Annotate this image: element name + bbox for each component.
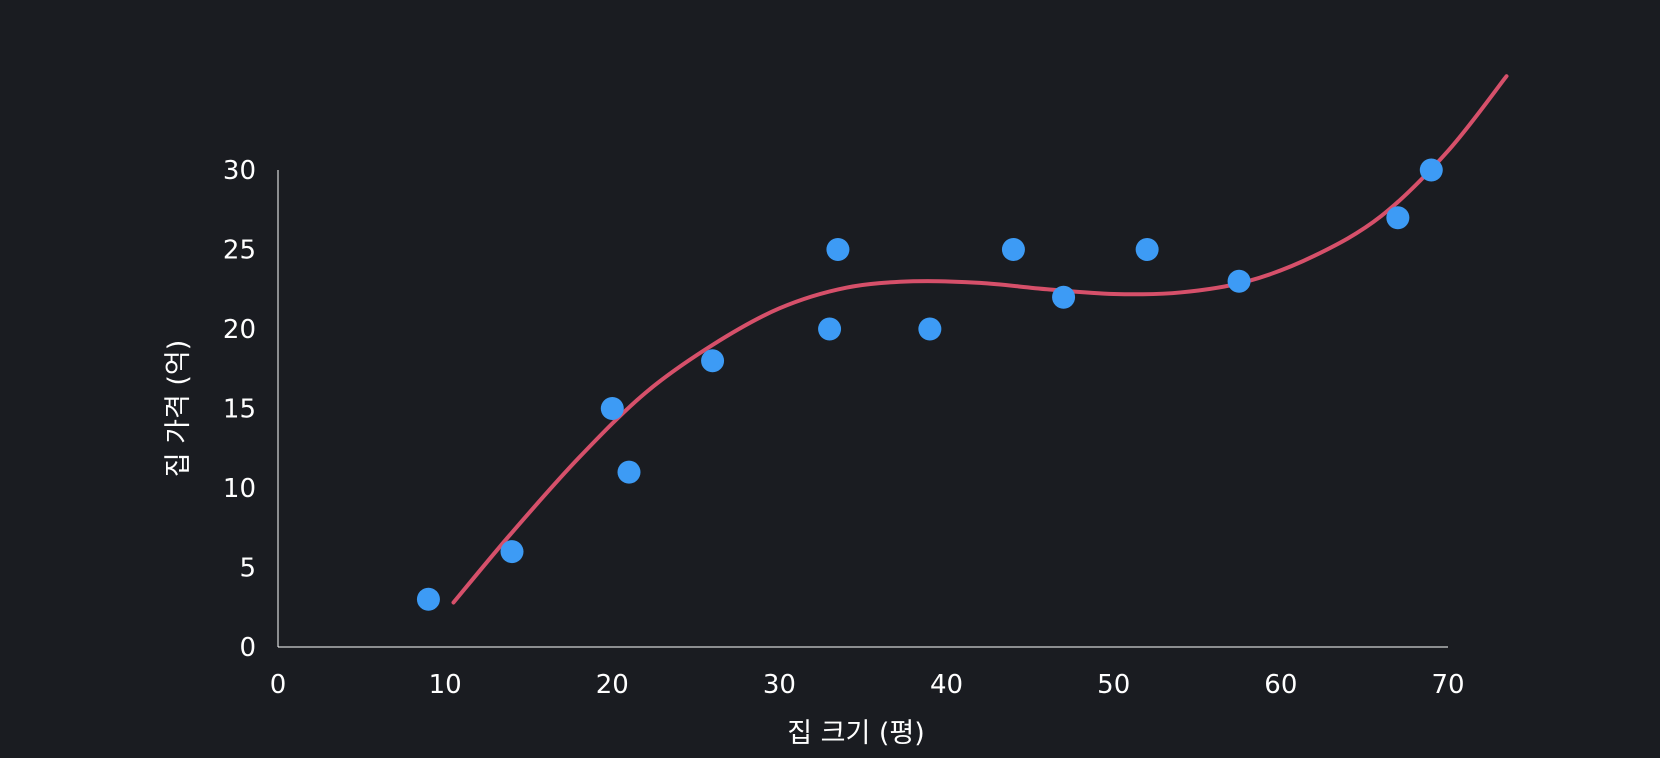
data-point: [1227, 269, 1251, 293]
data-point: [701, 349, 725, 373]
tick-labels: 0 10 20 30 40 50 60 70 0 5 10 15 20 25 30: [223, 156, 1465, 700]
x-tick-label: 0: [270, 670, 287, 700]
data-point: [1419, 158, 1443, 182]
y-tick-label: 5: [239, 554, 256, 584]
y-tick-label: 10: [223, 474, 256, 504]
y-tick-label: 25: [223, 236, 256, 266]
data-point: [1001, 238, 1025, 261]
fit-curve-layer: [451, 74, 1509, 605]
y-tick-label: 0: [239, 633, 256, 663]
axes: [277, 170, 1448, 648]
data-point: [1052, 285, 1076, 309]
fit-curve-line: [451, 74, 1509, 605]
x-tick-label: 40: [930, 670, 963, 700]
x-tick-label: 70: [1431, 670, 1464, 700]
x-tick-label: 20: [596, 670, 629, 700]
x-tick-label: 60: [1264, 670, 1297, 700]
data-point: [826, 238, 850, 261]
data-point: [600, 397, 624, 420]
data-point: [1135, 238, 1159, 261]
data-point: [1386, 206, 1410, 230]
x-tick-label: 50: [1097, 670, 1130, 700]
y-axis-title: 집 가격 (억): [163, 340, 194, 478]
y-tick-label: 30: [223, 156, 256, 186]
data-point: [416, 587, 440, 611]
y-tick-label: 15: [223, 395, 256, 425]
data-point: [918, 317, 942, 341]
y-tick-label: 20: [223, 315, 256, 345]
x-axis-title: 집 크기 (평): [787, 718, 925, 749]
x-tick-label: 30: [763, 670, 796, 700]
data-point: [818, 317, 842, 341]
data-points-layer: [416, 158, 1443, 611]
data-point: [617, 460, 641, 484]
data-point: [500, 540, 524, 564]
x-tick-label: 10: [429, 670, 462, 700]
